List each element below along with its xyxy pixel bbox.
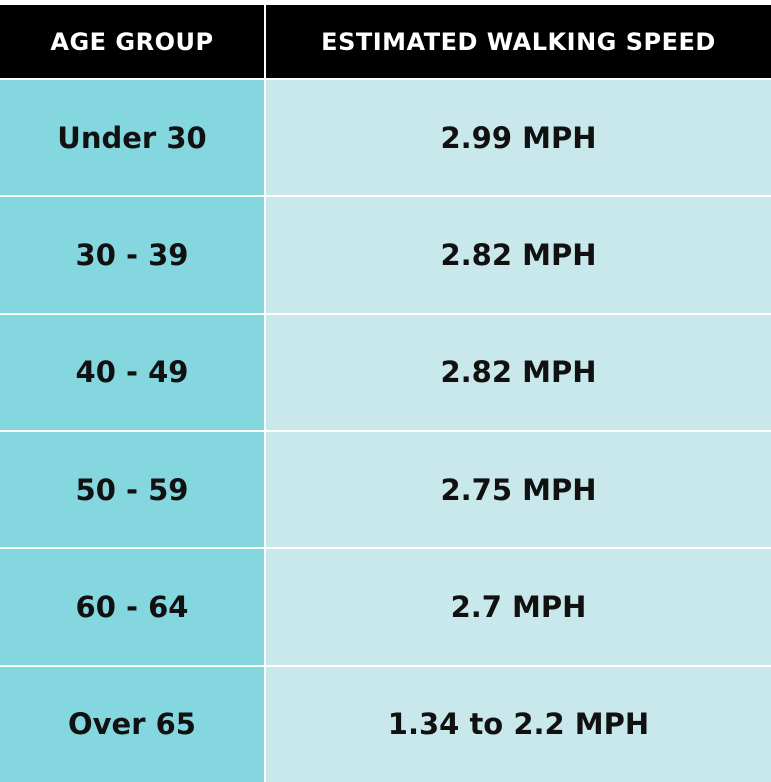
age-group-cell: 60 - 64 — [0, 549, 264, 665]
table: AGE GROUP ESTIMATED WALKING SPEED Under 30… — [0, 5, 771, 782]
speed-cell: 2.7 MPH — [266, 549, 771, 665]
age-group-cell: 50 - 59 — [0, 432, 264, 548]
age-group-cell: Under 30 — [0, 80, 264, 196]
age-group-cell: 30 - 39 — [0, 197, 264, 313]
speed-cell: 1.34 to 2.2 MPH — [266, 666, 771, 782]
speed-cell: 2.75 MPH — [266, 432, 771, 548]
header-cell: AGE GROUP — [0, 5, 264, 78]
speed-cell: 2.82 MPH — [266, 197, 771, 313]
speed-cell: 2.82 MPH — [266, 314, 771, 430]
age-group-cell: 40 - 49 — [0, 314, 264, 430]
age-group-cell: Over 65 — [0, 666, 264, 782]
speed-cell: 2.99 MPH — [266, 80, 771, 196]
header-cell: ESTIMATED WALKING SPEED — [266, 5, 771, 78]
